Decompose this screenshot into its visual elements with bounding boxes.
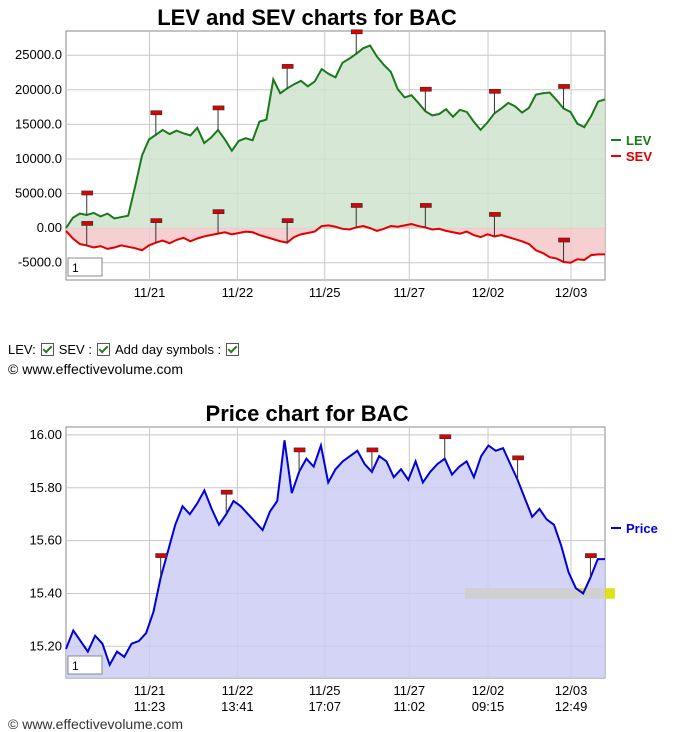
day-symbol-flag bbox=[366, 447, 379, 453]
day-symbol-flag bbox=[350, 203, 363, 208]
y-tick-label: 0.00 bbox=[37, 220, 62, 235]
chart-title: Price chart for BAC bbox=[206, 401, 409, 426]
day-symbol-flag bbox=[293, 447, 306, 453]
series-area-sev bbox=[66, 223, 605, 263]
legend-label: Price bbox=[626, 521, 658, 536]
day-symbol-flag bbox=[489, 212, 501, 217]
sev-checkbox[interactable] bbox=[96, 343, 110, 356]
x-tick-date: 12/02 bbox=[472, 285, 505, 300]
x-tick-time: 13:41 bbox=[221, 699, 254, 714]
y-tick-label: 20000.0 bbox=[15, 82, 62, 97]
day-symbol-flag bbox=[350, 29, 363, 35]
day-symbol-flag bbox=[212, 209, 225, 215]
range-box-value: 1 bbox=[72, 261, 79, 275]
y-tick-label: 15.80 bbox=[29, 480, 62, 495]
range-box-value: 1 bbox=[72, 659, 79, 673]
sev-toggle-label: SEV : bbox=[58, 342, 92, 357]
day-symbol-flag bbox=[585, 553, 597, 558]
x-tick-date: 11/22 bbox=[222, 285, 254, 300]
series-toggles: LEV: SEV : Add day symbols : bbox=[8, 342, 242, 357]
day-symbol-flag bbox=[512, 455, 524, 461]
y-tick-label: 15000.0 bbox=[15, 116, 62, 131]
chart-title: LEV and SEV charts for BAC bbox=[157, 5, 457, 30]
x-tick-date: 11/22 bbox=[222, 683, 254, 698]
day-symbol-flag bbox=[220, 489, 233, 495]
x-tick-time: 11:02 bbox=[394, 699, 426, 714]
day-symbol-flag bbox=[281, 64, 294, 69]
y-tick-label: -5000.0 bbox=[18, 255, 62, 270]
series-area-price bbox=[66, 440, 605, 678]
day-symbol-flag bbox=[558, 84, 570, 89]
range-box bbox=[67, 257, 103, 277]
y-tick-label: 15.60 bbox=[29, 533, 62, 548]
series-area-lev bbox=[66, 45, 605, 229]
x-tick-time: 11:23 bbox=[134, 699, 166, 714]
day-symbol-flag bbox=[150, 218, 163, 223]
day-symbol-flag bbox=[419, 86, 432, 92]
day-symbols-label: Add day symbols : bbox=[114, 342, 222, 357]
x-tick-date: 11/25 bbox=[309, 683, 341, 698]
x-tick-date: 12/03 bbox=[555, 683, 588, 698]
day-symbol-flag bbox=[419, 203, 432, 208]
day-symbol-flag bbox=[81, 190, 94, 196]
lev-checkbox[interactable] bbox=[40, 343, 54, 356]
day-symbol-flag bbox=[439, 434, 452, 440]
x-tick-date: 11/27 bbox=[394, 285, 426, 300]
lev-toggle-label: LEV: bbox=[8, 342, 36, 357]
y-tick-label: 5000.00 bbox=[15, 186, 62, 201]
lev-sev-chart: LEV and SEV charts for BAC 25000.0 20000.… bbox=[15, 5, 652, 300]
day-symbol-flag bbox=[212, 105, 225, 111]
copyright-text: © www.effectivevolume.com bbox=[8, 361, 184, 377]
x-tick-time: 09:15 bbox=[472, 699, 505, 714]
copyright-text-bottom: © www.effectivevolume.com bbox=[8, 716, 184, 732]
y-tick-label: 25000.0 bbox=[15, 47, 62, 62]
legend-label: SEV bbox=[626, 149, 652, 164]
day-symbol-flag bbox=[558, 237, 570, 243]
day-symbol-flag bbox=[155, 553, 168, 558]
y-tick-label: 10000.0 bbox=[15, 151, 62, 166]
range-box bbox=[67, 655, 103, 675]
series-line-price bbox=[65, 440, 605, 668]
y-tick-label: 15.20 bbox=[29, 638, 62, 653]
x-tick-date: 11/21 bbox=[134, 285, 166, 300]
x-tick-date: 11/21 bbox=[134, 683, 166, 698]
x-tick-date: 12/03 bbox=[555, 285, 588, 300]
x-tick-date: 11/27 bbox=[394, 683, 426, 698]
legend-label: LEV bbox=[626, 133, 652, 148]
x-tick-date: 11/25 bbox=[309, 285, 341, 300]
day-symbol-flag bbox=[489, 88, 501, 94]
x-tick-time: 12:49 bbox=[555, 699, 588, 714]
x-tick-time: 17:07 bbox=[308, 699, 341, 714]
price-chart: Price chart for BAC 16.00 15.80 15.60 15.40… bbox=[29, 401, 658, 714]
x-tick-date: 12/02 bbox=[472, 683, 505, 698]
day-symbols-checkbox[interactable] bbox=[226, 343, 240, 356]
day-symbol-flag bbox=[81, 221, 94, 226]
day-symbol-flag bbox=[150, 110, 163, 116]
y-tick-label: 15.40 bbox=[29, 585, 62, 600]
day-symbol-flag bbox=[281, 218, 294, 223]
y-tick-label: 16.00 bbox=[29, 427, 62, 442]
